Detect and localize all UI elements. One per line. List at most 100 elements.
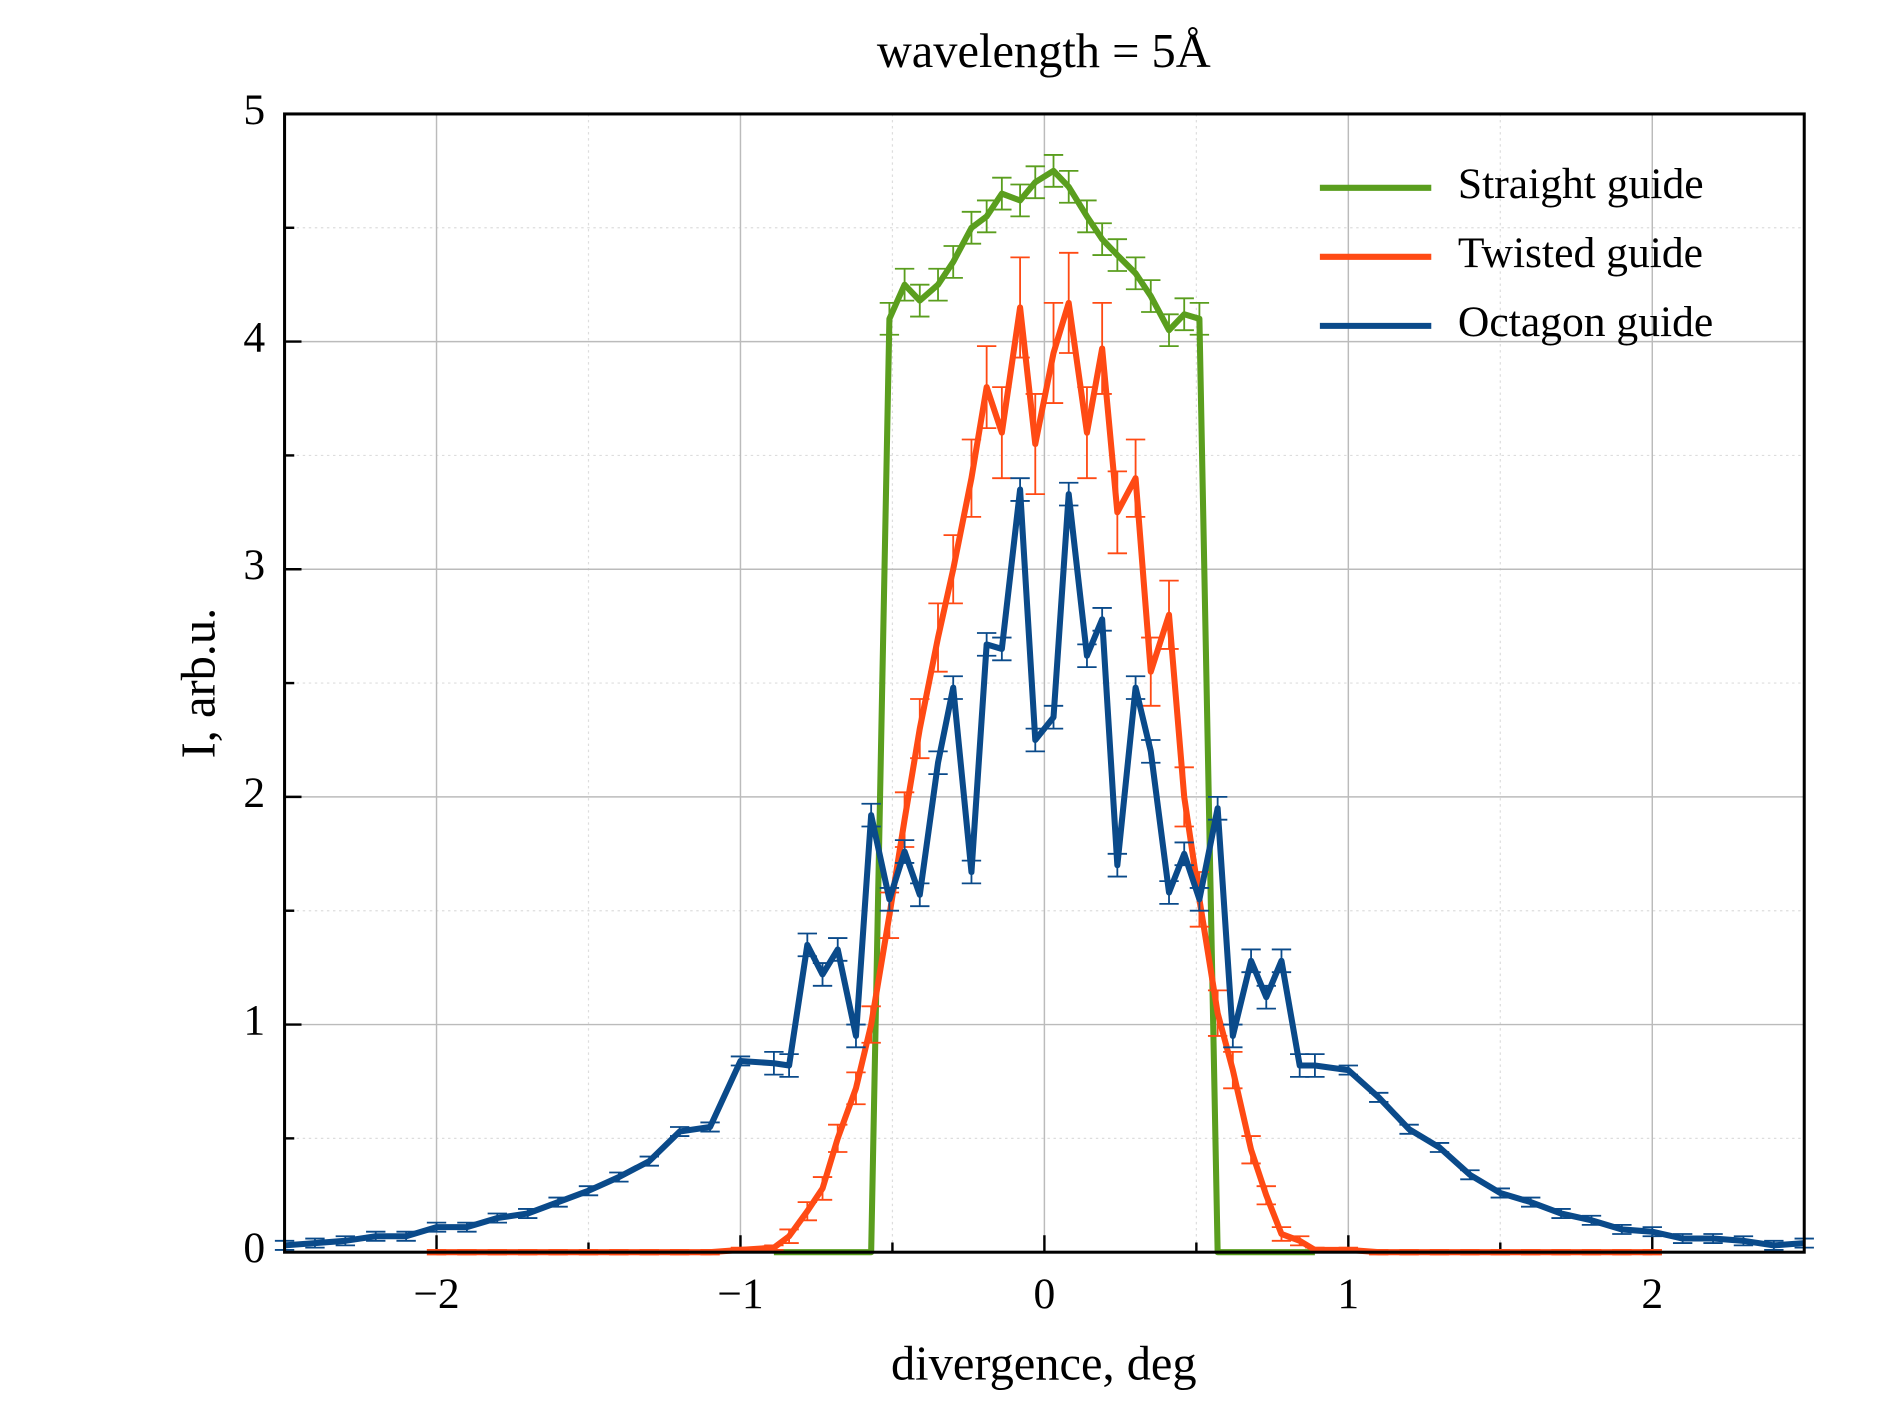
error-bar xyxy=(609,1171,629,1183)
error-bar xyxy=(639,1155,659,1167)
error-bar xyxy=(1107,238,1128,272)
error-bar xyxy=(1010,477,1030,502)
error-bar xyxy=(1107,470,1128,555)
error-bar xyxy=(797,1201,818,1222)
error-bar xyxy=(1305,1053,1325,1078)
error-bar xyxy=(1369,1091,1389,1103)
x-tick-label: −2 xyxy=(413,1270,459,1318)
y-tick-label: 0 xyxy=(243,1224,265,1272)
y-tick-label: 5 xyxy=(243,86,265,134)
error-bar xyxy=(1125,675,1146,700)
error-bar xyxy=(335,1235,356,1247)
error-bar xyxy=(1159,313,1179,348)
error-bar xyxy=(976,199,997,234)
error-bar xyxy=(943,675,963,700)
error-bar xyxy=(992,386,1012,480)
error-bar xyxy=(797,932,818,958)
error-bar xyxy=(879,887,900,912)
error-bar xyxy=(1141,636,1161,707)
error-bar xyxy=(1207,989,1228,1037)
error-bar xyxy=(1290,1235,1310,1247)
error-bar xyxy=(1092,222,1112,256)
error-bar xyxy=(894,839,915,864)
error-bar xyxy=(992,176,1012,211)
error-bar xyxy=(1077,386,1097,480)
x-tick-label: −1 xyxy=(717,1270,763,1318)
y-tick-label: 2 xyxy=(243,769,265,817)
error-bar xyxy=(1092,301,1112,395)
error-bar xyxy=(1125,438,1146,518)
error-bar xyxy=(943,245,963,279)
plot-frame xyxy=(283,112,1806,1254)
error-bar xyxy=(1189,301,1210,336)
error-bar xyxy=(1642,1226,1662,1238)
error-bar xyxy=(1551,1208,1571,1219)
error-bar xyxy=(943,534,963,605)
error-bar xyxy=(879,301,900,336)
error-bar xyxy=(976,345,997,430)
error-bar xyxy=(1043,154,1064,188)
error-bar xyxy=(828,1123,848,1153)
error-bar xyxy=(1521,1196,1541,1208)
error-bar xyxy=(1223,1023,1243,1049)
error-bar xyxy=(426,1221,447,1233)
error-bar xyxy=(487,1212,508,1224)
error-bar xyxy=(1703,1233,1723,1244)
error-bar xyxy=(961,859,982,885)
error-bar xyxy=(548,1196,568,1208)
error-bar xyxy=(1159,579,1179,650)
error-bar xyxy=(910,283,930,318)
error-bar xyxy=(1077,199,1097,234)
error-bar xyxy=(1159,880,1179,905)
legend-label: Octagon guide xyxy=(1458,298,1713,346)
legend-label: Straight guide xyxy=(1458,160,1704,208)
error-bar xyxy=(1764,1239,1784,1251)
error-bar xyxy=(764,1050,784,1076)
error-bar xyxy=(1256,984,1276,1010)
error-bar xyxy=(1490,1187,1510,1199)
error-bar xyxy=(1010,183,1030,218)
error-bar xyxy=(1271,1226,1292,1242)
error-bar xyxy=(518,1208,538,1219)
error-bar xyxy=(928,750,948,776)
error-bar xyxy=(779,1053,799,1078)
error-bar xyxy=(1025,165,1045,200)
y-tick-label: 3 xyxy=(243,541,265,589)
error-bar xyxy=(1077,643,1097,669)
error-bar xyxy=(1025,393,1045,496)
error-bar xyxy=(1429,1142,1450,1153)
error-bar xyxy=(457,1221,477,1233)
error-bar xyxy=(1581,1214,1602,1226)
error-bar xyxy=(861,1005,881,1044)
error-bar xyxy=(730,1055,751,1067)
error-bar xyxy=(779,1228,799,1244)
error-bar xyxy=(1174,297,1194,332)
x-tick-label: 2 xyxy=(1641,1270,1663,1318)
error-bar xyxy=(976,632,997,657)
error-bar xyxy=(1043,301,1064,404)
x-tick-label: 1 xyxy=(1337,1270,1359,1318)
error-bar xyxy=(828,937,848,962)
error-bar xyxy=(1010,256,1030,359)
error-bar xyxy=(1241,948,1261,974)
error-bar xyxy=(1241,1135,1261,1165)
error-bar xyxy=(1107,852,1128,878)
x-tick-label: 0 xyxy=(1034,1270,1056,1318)
y-tick-label: 1 xyxy=(243,997,265,1045)
error-bar xyxy=(861,802,881,828)
error-bar xyxy=(1141,279,1161,313)
error-bar xyxy=(1141,739,1161,764)
error-bar xyxy=(396,1230,416,1242)
error-bar xyxy=(812,962,833,987)
error-bar xyxy=(1059,481,1079,507)
error-bar xyxy=(1256,1185,1276,1206)
error-bar xyxy=(1338,1064,1359,1076)
error-bar xyxy=(1733,1235,1754,1247)
error-bar xyxy=(961,210,982,245)
error-bar xyxy=(846,1023,866,1049)
y-tick-label: 4 xyxy=(243,314,265,362)
error-bar xyxy=(1460,1169,1480,1181)
error-bar xyxy=(305,1237,325,1249)
